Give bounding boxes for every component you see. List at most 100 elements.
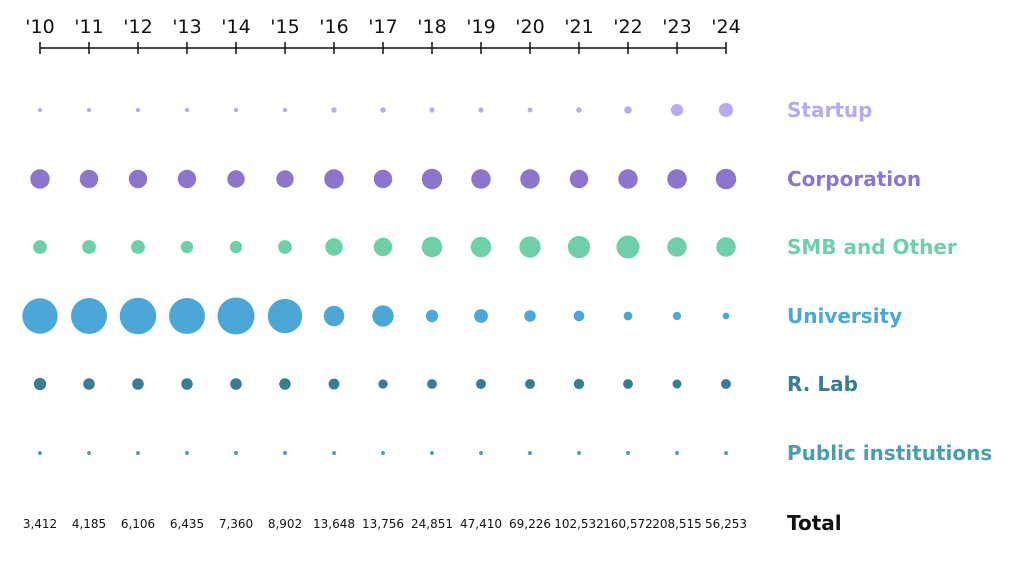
bubble [567,235,591,259]
bubble [217,297,255,335]
total-value: 13,648 [313,517,355,531]
bubble [86,107,92,113]
bubble [135,107,141,113]
bubble [276,170,294,188]
bubble [324,169,344,189]
bubble [132,378,144,390]
x-tick-label: '10 [25,16,54,38]
bubble [325,238,343,256]
bubble [667,237,687,257]
bubble [119,297,157,335]
bubble [177,169,197,189]
bubble [279,378,291,390]
bubble [30,169,50,189]
bubble [373,237,393,257]
bubble [234,451,238,455]
x-tick-label: '20 [515,16,544,38]
bubble [675,451,679,455]
bubble [22,298,58,334]
bubble [267,298,303,334]
bubble [715,168,737,190]
total-value: 24,851 [411,517,453,531]
series-label: Startup [787,98,872,122]
total-value: 47,410 [460,517,502,531]
bubble [520,169,540,189]
bubble [616,235,640,259]
bubble [38,451,42,455]
series-label: Corporation [787,167,921,191]
bubble [618,169,638,189]
bubble [71,298,107,334]
bubble-grid [22,102,737,455]
bubble [380,107,386,113]
bubble [82,240,96,254]
bubble [525,379,535,389]
bubble [87,451,91,455]
x-tick-label: '18 [417,16,446,38]
bubble [373,169,393,189]
series-label: R. Lab [787,372,858,396]
bubble [721,379,731,389]
bubble [37,107,43,113]
bubble [421,168,443,190]
bubble [328,378,340,390]
x-tick-label: '24 [711,16,740,38]
bubble [83,378,95,390]
bubble [519,236,541,258]
total-value: 69,226 [509,517,551,531]
total-value: 13,756 [362,517,404,531]
bubble [282,107,288,113]
row-labels: Startup Corporation SMB and Other Universit… [787,98,992,465]
bubble [421,236,443,258]
bubble [131,240,145,254]
total-value: 3,412 [23,517,57,531]
bubble [283,451,287,455]
total-value: 160,572 [603,517,653,531]
bubble [527,107,533,113]
series-label: Public institutions [787,441,992,465]
bubble [427,379,437,389]
bubble [33,377,47,391]
bubble [181,378,193,390]
x-tick-label: '16 [319,16,348,38]
bubble [670,103,684,117]
x-tick-label: '22 [613,16,642,38]
bubble [667,169,687,189]
bubble [470,236,492,258]
bubble [471,169,491,189]
bubble [332,451,336,455]
total-value: 6,106 [121,517,155,531]
total-value: 208,515 [652,517,702,531]
x-tick-label: '11 [74,16,103,38]
bubble [331,107,337,113]
bubble [381,451,385,455]
bubble [230,378,242,390]
total-label: Total [787,511,842,535]
x-tick-label: '17 [368,16,397,38]
bubble [430,451,434,455]
x-tick-label: '12 [123,16,152,38]
bubble [378,379,388,389]
bubble [185,451,189,455]
bubble [479,451,483,455]
bubble [128,169,148,189]
bubble [722,312,730,320]
bubble [623,311,633,321]
series-label: SMB and Other [787,235,957,259]
total-value: 8,902 [268,517,302,531]
bubble [278,240,292,254]
x-tick-label: '13 [172,16,201,38]
bubble [569,169,589,189]
bubble [528,451,532,455]
bubble [623,379,633,389]
bubble [524,310,536,322]
x-tick-label: '21 [564,16,593,38]
bubble [233,107,239,113]
total-value: 4,185 [72,517,106,531]
bubble [573,310,585,322]
bubble [672,379,682,389]
bubble [716,237,736,257]
bubble [136,451,140,455]
bubble [323,305,345,327]
